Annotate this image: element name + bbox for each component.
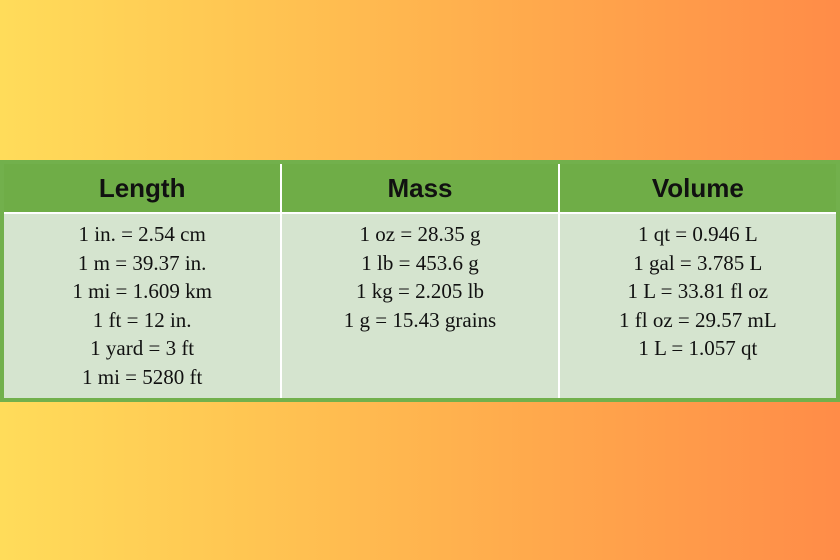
length-conversion: 1 mi = 5280 ft	[81, 364, 203, 389]
header-volume: Volume	[558, 164, 836, 214]
mass-conversion: 1 oz = 28.35 g	[359, 222, 481, 246]
length-conversion: 1 ft = 12 in.	[92, 307, 192, 332]
mass-conversion: 1 kg = 2.205 lb	[356, 279, 484, 303]
header-length: Length	[4, 164, 283, 214]
length-cell: 1 in. = 2.54 cm 1 m = 39.37 in. 1 mi = 1…	[4, 213, 283, 398]
volume-conversion: 1 L = 1.057 qt	[638, 336, 758, 360]
conversion-table-frame: Length Mass Volume 1 in. = 2.54 cm 1 m =…	[0, 160, 840, 402]
volume-conversion: 1 gal = 3.785 L	[633, 250, 763, 275]
length-conversion: 1 in. = 2.54 cm	[78, 222, 206, 246]
volume-conversion: 1 fl oz = 29.57 mL	[619, 307, 777, 332]
mass-conversion: 1 lb = 453.6 g	[361, 250, 479, 275]
mass-conversion: 1 g = 15.43 grains	[343, 307, 497, 332]
length-conversion: 1 yard = 3 ft	[90, 336, 195, 360]
header-row: Length Mass Volume	[4, 164, 836, 214]
body-row: 1 in. = 2.54 cm 1 m = 39.37 in. 1 mi = 1…	[4, 213, 836, 398]
mass-cell: 1 oz = 28.35 g 1 lb = 453.6 g 1 kg = 2.2…	[281, 213, 560, 398]
length-conversion: 1 mi = 1.609 km	[72, 279, 212, 303]
volume-conversion: 1 L = 33.81 fl oz	[627, 279, 769, 303]
header-mass: Mass	[281, 164, 560, 214]
volume-conversion: 1 qt = 0.946 L	[637, 222, 758, 246]
volume-cell: 1 qt = 0.946 L 1 gal = 3.785 L 1 L = 33.…	[558, 213, 836, 398]
conversion-table: Length Mass Volume 1 in. = 2.54 cm 1 m =…	[4, 164, 836, 398]
length-conversion: 1 m = 39.37 in.	[77, 250, 207, 275]
